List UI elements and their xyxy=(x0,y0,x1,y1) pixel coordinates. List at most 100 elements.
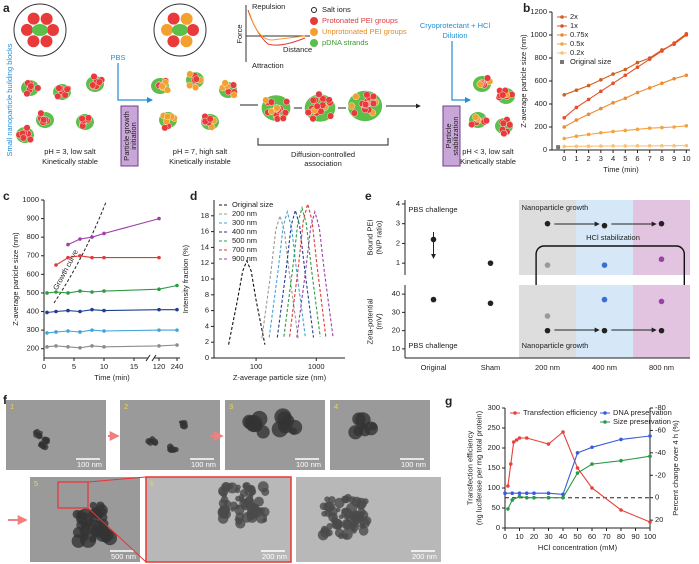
data-point xyxy=(648,520,652,524)
series-line xyxy=(46,344,178,349)
y-tick-label: 4 xyxy=(396,199,400,208)
axis-title: Time (min) xyxy=(603,165,639,174)
step-label: Cryoprotectant + HCl xyxy=(420,21,491,30)
data-point xyxy=(599,130,603,135)
step-box-label: stabilization xyxy=(451,116,460,155)
particle xyxy=(95,504,108,517)
axis-break xyxy=(148,356,154,360)
data-point xyxy=(78,237,82,241)
series-line xyxy=(507,431,651,523)
legend-label: 500 nm xyxy=(232,236,257,245)
data-point xyxy=(672,76,676,81)
data-point xyxy=(648,454,652,459)
x-tick-label: 15 xyxy=(130,362,138,371)
data-point xyxy=(54,330,58,334)
y-tick-label: 250 xyxy=(487,423,500,432)
pei-group xyxy=(279,114,287,122)
y2-tick-label: 20 xyxy=(655,515,663,524)
x-tick-label: 5 xyxy=(72,362,76,371)
data-point xyxy=(684,32,689,36)
data-point xyxy=(54,263,58,267)
annotation: PBS challenge xyxy=(408,341,457,350)
x-tick-label: 9 xyxy=(672,154,676,163)
data-point xyxy=(54,290,58,294)
data-point xyxy=(647,144,652,148)
legend-swatch xyxy=(310,39,318,47)
legend-swatch xyxy=(560,33,564,37)
legend-label: Transfection efficiency xyxy=(523,408,597,417)
particle xyxy=(171,446,177,453)
data-point xyxy=(517,494,522,499)
bracket xyxy=(257,138,389,146)
pei-group xyxy=(221,79,229,87)
legend-swatch xyxy=(603,420,607,424)
y-tick-label: 1000 xyxy=(530,30,547,39)
data-point xyxy=(90,328,94,332)
arrow xyxy=(117,63,153,103)
data-point xyxy=(586,112,591,117)
pei-group xyxy=(267,98,275,106)
data-point xyxy=(619,458,623,463)
data-point xyxy=(575,466,580,470)
series-line xyxy=(261,213,299,339)
pei-group xyxy=(369,100,377,108)
axis-title: Z-average particle size (nm) xyxy=(11,232,20,326)
pei-group xyxy=(85,114,93,122)
data-point xyxy=(102,345,106,349)
data-point xyxy=(517,491,522,496)
y-tick-label: 600 xyxy=(26,269,39,278)
pei-group xyxy=(19,134,27,142)
data-point xyxy=(175,307,179,312)
x-tick-label: 50 xyxy=(573,532,581,541)
legend-label: Original size xyxy=(570,57,611,66)
force-label: Attraction xyxy=(252,61,284,70)
data-point xyxy=(54,309,58,314)
data-point xyxy=(524,436,529,440)
panel-label: c xyxy=(3,189,10,203)
x-tick-label: 80 xyxy=(617,532,625,541)
panel-label: a xyxy=(3,1,10,15)
particle xyxy=(287,419,303,435)
y-tick-label: 10 xyxy=(201,274,209,283)
data-point xyxy=(78,289,82,293)
association-label: Diffusion-controlled xyxy=(291,150,355,159)
pei-group xyxy=(163,86,171,94)
particle xyxy=(262,517,267,523)
annotation: Nanoparticle growth xyxy=(522,341,589,350)
particle xyxy=(328,496,336,504)
y-tick-label: 300 xyxy=(26,325,39,334)
image-number: 3 xyxy=(229,402,233,411)
force-label: Distance xyxy=(283,45,312,54)
data-point xyxy=(574,144,579,149)
axis-break xyxy=(145,354,157,362)
data-point xyxy=(511,440,516,444)
data-point xyxy=(561,495,565,500)
particle xyxy=(256,507,263,513)
pei-group xyxy=(283,98,291,106)
data-point xyxy=(635,65,640,69)
data-point xyxy=(635,60,640,65)
pei-group xyxy=(34,84,42,92)
pei-group xyxy=(78,115,86,123)
data-point xyxy=(66,291,70,295)
arrow xyxy=(240,105,420,108)
particle xyxy=(345,514,354,523)
category-band xyxy=(633,285,690,358)
x-tick-label: 30 xyxy=(544,532,552,541)
axis-title: Bound PEI xyxy=(365,220,374,256)
legend-swatch xyxy=(513,411,517,415)
data-point xyxy=(684,73,689,78)
data-point xyxy=(506,484,510,488)
pei-group xyxy=(506,121,514,129)
zoom-box xyxy=(57,481,89,509)
y2-tick-label: -80 xyxy=(655,403,666,412)
pei-group xyxy=(186,70,194,78)
legend-swatch xyxy=(560,60,564,64)
x-tick-label: 240 xyxy=(171,362,184,371)
x-tick-label: 4 xyxy=(611,154,615,163)
data-point xyxy=(611,144,615,148)
data-point xyxy=(647,57,652,61)
data-point xyxy=(623,128,628,133)
particle xyxy=(178,420,182,424)
series-line xyxy=(268,209,306,338)
